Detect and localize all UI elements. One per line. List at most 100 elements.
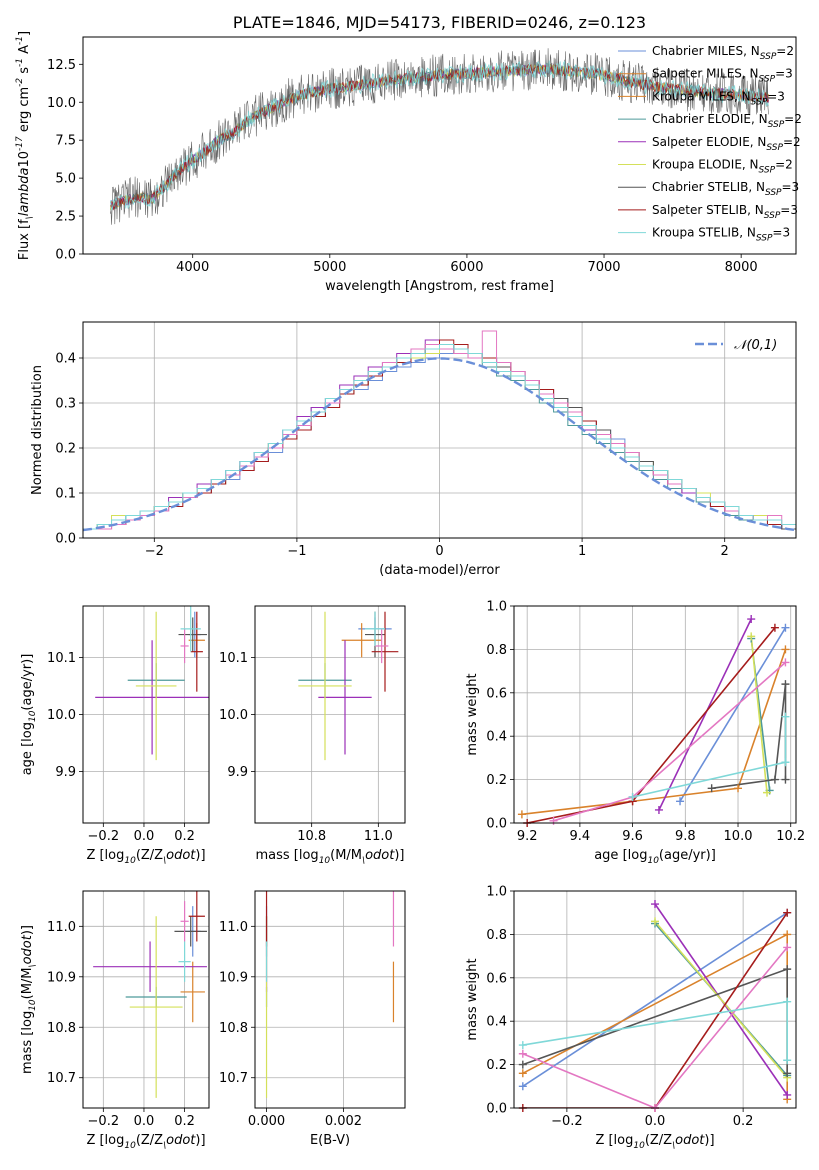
y-tick-label: 10.7: [219, 1071, 248, 1086]
x-tick-label: 8000: [725, 260, 758, 275]
y-axis-label: Normed distribution: [30, 365, 45, 495]
x-tick-label: 5000: [313, 260, 346, 275]
legend-label: Salpeter ELODIE, NSSP​=2: [652, 135, 801, 153]
mass-weight-line: [522, 946, 788, 1108]
mass-weight-marker: [781, 658, 790, 667]
legend-label: 𝒩(0,1): [734, 338, 777, 353]
mass-weight-marker: [734, 784, 743, 793]
legend-label: Salpeter MILES, NSSP​=3: [652, 67, 793, 85]
mass-weight-line: [521, 649, 787, 816]
y-tick-label: 10.8: [219, 1021, 248, 1036]
spectrum-series-line: [110, 60, 769, 211]
x-tick-label: −0.2: [88, 1114, 120, 1129]
x-axis-label: Z [log10​(Z/Z\​odot)]: [86, 848, 205, 866]
y-tick-label: 0.1: [55, 487, 76, 502]
x-axis-label: age [log10​(age/yr)]: [594, 848, 716, 866]
mass-weight-line: [679, 627, 787, 802]
mass-weight-marker: [518, 1041, 527, 1050]
mass-weight-marker: [781, 623, 790, 632]
panel-mass_vs_Z: −0.2 0.0 0.2 10.7 10.8 10.9 11.0 Z [log10​(Z/Z\…: [20, 890, 210, 1151]
x-tick-label: 9.6: [622, 829, 643, 844]
x-axis-label: wavelength [Angstrom, rest frame]: [325, 279, 554, 294]
y-tick-label: 0.0: [55, 532, 76, 547]
x-axis-label: (data-model)/error: [379, 563, 500, 578]
plot-area: [110, 48, 769, 225]
plot-area: [83, 330, 796, 538]
legend-label: Kroupa ELODIE, NSSP​=2: [652, 158, 793, 176]
legend-label: Chabrier ELODIE, NSSP​=2: [652, 112, 802, 130]
y-axis-label: mass weight: [465, 958, 480, 1040]
y-tick-label: 10.8: [47, 1021, 76, 1036]
y-tick-label: 0.6: [486, 971, 507, 986]
mass-weight-marker: [676, 797, 685, 806]
y-tick-label: 1.0: [486, 600, 507, 615]
y-tick-label: 10.0: [47, 708, 76, 723]
axes-frame: [82, 890, 210, 1109]
x-tick-label: 9.8: [675, 829, 696, 844]
mass-weight-marker: [783, 1056, 792, 1065]
y-tick-label: 0.8: [486, 643, 507, 658]
mass-weight-marker: [783, 1069, 792, 1078]
axes-frame: [254, 890, 406, 1109]
axes-frame: [513, 605, 797, 824]
y-tick-label: 9.9: [227, 765, 248, 780]
mass-weight-marker: [518, 1069, 527, 1078]
y-tick-label: 10.9: [219, 970, 248, 985]
axes-frame: [82, 605, 210, 824]
x-tick-label: 0: [435, 544, 443, 559]
y-tick-label: 0.4: [55, 352, 76, 367]
axes-frame: [513, 890, 797, 1109]
panel-residuals: −2 −1 0 1 2 0.0 0.1 0.2 0.3 0.4 (data-model)/error…: [30, 321, 797, 578]
y-tick-label: 10.0: [219, 708, 248, 723]
x-tick-label: 0.2: [733, 1114, 754, 1129]
legend-label: Kroupa MILES, NSSP​=3: [652, 89, 785, 107]
y-tick-label: 0.2: [486, 1058, 507, 1073]
x-tick-label: 9.2: [517, 829, 538, 844]
histogram-step: [83, 344, 796, 538]
gaussian-curve: [83, 357, 796, 532]
x-tick-label: −0.2: [88, 829, 120, 844]
panel-massweight_vs_Z: −0.2 0.0 0.2 0.0 0.2 0.4 0.6 0.8 1.0 Z [log10​(Z/…: [465, 885, 797, 1151]
x-axis-label: Z [log10​(Z/Z\​odot)]: [86, 1133, 205, 1151]
x-tick-label: −2: [145, 544, 164, 559]
y-tick-label: 10.1: [47, 651, 76, 666]
y-tick-label: 0.2: [55, 442, 76, 457]
axes-frame: [254, 605, 406, 824]
panel-mass_vs_ebv: 0.000 0.002 10.7 10.8 10.9 11.0 E(B-V): [219, 890, 406, 1148]
mass-weight-marker: [518, 1082, 527, 1091]
mass-weight-marker: [654, 805, 663, 814]
mass-weight-marker: [781, 680, 790, 689]
legend-label: Chabrier STELIB, NSSP​=3: [652, 180, 799, 198]
y-tick-label: 0.8: [486, 928, 507, 943]
mass-weight-line: [522, 912, 788, 1108]
x-tick-label: 4000: [176, 260, 209, 275]
chart-title: PLATE=1846, MJD=54173, FIBERID=0246, z=0…: [233, 13, 646, 32]
y-tick-label: 1.0: [486, 885, 507, 900]
mass-weight-marker: [651, 900, 659, 909]
panel-spectrum: 4000 5000 6000 7000 8000 0.0 2.5 5.0 7.5 10.0 12.5…: [15, 31, 797, 294]
y-tick-label: 5.0: [55, 172, 76, 187]
y-tick-label: 10.7: [47, 1071, 76, 1086]
mass-weight-marker: [770, 623, 779, 632]
legend-label: Chabrier MILES, NSSP​=2: [652, 44, 794, 62]
y-tick-label: 0.0: [486, 1102, 507, 1117]
y-tick-label: 0.4: [486, 1015, 507, 1030]
mass-weight-marker: [781, 758, 790, 767]
x-tick-label: 1: [578, 544, 586, 559]
y-axis-label: age [log10​(age/yr)]: [20, 654, 38, 776]
y-tick-label: 12.5: [47, 58, 76, 73]
plot-area: [95, 606, 209, 761]
axes-frame: [82, 36, 797, 255]
plot-area: [265, 891, 395, 1098]
mass-weight-line: [654, 920, 788, 1079]
mass-weight-marker: [783, 930, 792, 939]
mass-weight-marker: [707, 784, 716, 793]
mass-weight-marker: [783, 997, 792, 1006]
mass-weight-line: [658, 618, 752, 811]
x-tick-label: 0.0: [134, 829, 155, 844]
mass-weight-marker: [518, 1060, 527, 1069]
mass-weight-marker: [781, 645, 790, 654]
mass-weight-line: [522, 912, 788, 1087]
x-tick-label: 0.2: [174, 1114, 195, 1129]
x-tick-label: 10.2: [776, 829, 805, 844]
